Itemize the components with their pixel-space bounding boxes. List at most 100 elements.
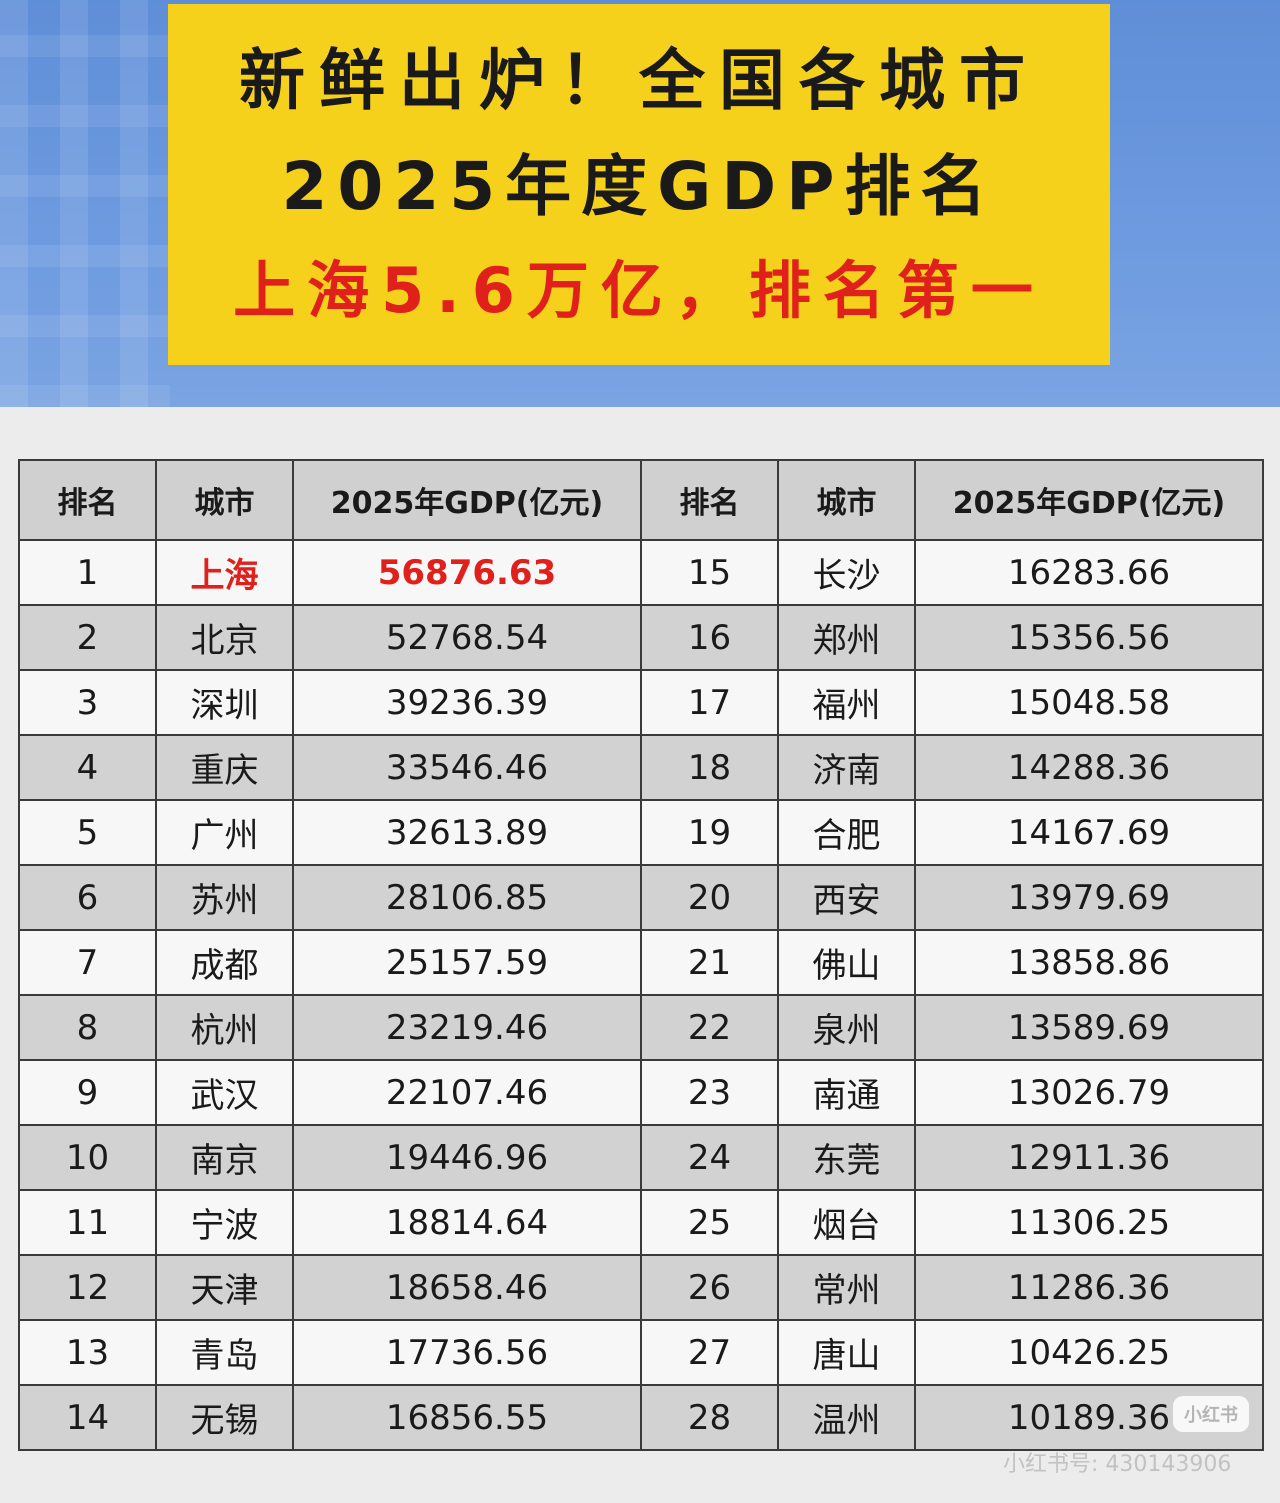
rank-cell: 24 xyxy=(640,1124,779,1191)
rank-cell: 11 xyxy=(18,1189,157,1256)
city-cell: 东莞 xyxy=(777,1124,916,1191)
rank-cell: 5 xyxy=(18,799,157,866)
headline-line-3: 上海5.6万亿，排名第一 xyxy=(233,253,1045,327)
rank-cell: 12 xyxy=(18,1254,157,1321)
table-row: 13 青岛 17736.56 27 唐山 10426.25 xyxy=(18,1319,1264,1386)
city-cell: 深圳 xyxy=(155,669,294,736)
gdp-cell: 19446.96 xyxy=(292,1124,642,1191)
rank-cell: 18 xyxy=(640,734,779,801)
city-cell: 杭州 xyxy=(155,994,294,1061)
table-row: 5 广州 32613.89 19 合肥 14167.69 xyxy=(18,799,1264,866)
city-cell: 无锡 xyxy=(155,1384,294,1451)
gdp-cell: 15048.58 xyxy=(914,669,1264,736)
rank-cell: 21 xyxy=(640,929,779,996)
city-cell: 广州 xyxy=(155,799,294,866)
table-row: 3 深圳 39236.39 17 福州 15048.58 xyxy=(18,669,1264,736)
rank-cell: 4 xyxy=(18,734,157,801)
table-row: 1 上海 56876.63 15 长沙 16283.66 xyxy=(18,539,1264,606)
city-cell: 重庆 xyxy=(155,734,294,801)
gdp-cell: 22107.46 xyxy=(292,1059,642,1126)
city-cell: 南京 xyxy=(155,1124,294,1191)
gdp-cell: 11286.36 xyxy=(914,1254,1264,1321)
city-cell: 温州 xyxy=(777,1384,916,1451)
city-cell: 常州 xyxy=(777,1254,916,1321)
rank-cell: 27 xyxy=(640,1319,779,1386)
rank-cell: 26 xyxy=(640,1254,779,1321)
gdp-cell: 32613.89 xyxy=(292,799,642,866)
gdp-cell: 13589.69 xyxy=(914,994,1264,1061)
city-cell: 郑州 xyxy=(777,604,916,671)
rank-cell: 16 xyxy=(640,604,779,671)
header-rank-2: 排名 xyxy=(640,459,779,541)
gdp-cell: 17736.56 xyxy=(292,1319,642,1386)
rank-cell: 3 xyxy=(18,669,157,736)
city-cell: 北京 xyxy=(155,604,294,671)
gdp-cell: 12911.36 xyxy=(914,1124,1264,1191)
city-cell: 南通 xyxy=(777,1059,916,1126)
rank-cell: 9 xyxy=(18,1059,157,1126)
city-cell: 济南 xyxy=(777,734,916,801)
gdp-cell: 13858.86 xyxy=(914,929,1264,996)
xiaohongshu-logo: 小红书 xyxy=(1173,1396,1249,1432)
rank-cell: 23 xyxy=(640,1059,779,1126)
table-row: 14 无锡 16856.55 28 温州 10189.36 xyxy=(18,1384,1264,1451)
gdp-cell: 13979.69 xyxy=(914,864,1264,931)
rank-cell: 13 xyxy=(18,1319,157,1386)
header-gdp: 2025年GDP(亿元) xyxy=(292,459,642,541)
rank-cell: 15 xyxy=(640,539,779,606)
rank-cell: 19 xyxy=(640,799,779,866)
city-cell: 青岛 xyxy=(155,1319,294,1386)
headline-line-1: 新鲜出炉！全国各城市 xyxy=(239,41,1039,119)
rank-cell: 22 xyxy=(640,994,779,1061)
rank-cell: 2 xyxy=(18,604,157,671)
rank-cell: 28 xyxy=(640,1384,779,1451)
gdp-cell: 25157.59 xyxy=(292,929,642,996)
city-cell: 武汉 xyxy=(155,1059,294,1126)
rank-cell: 7 xyxy=(18,929,157,996)
table-row: 6 苏州 28106.85 20 西安 13979.69 xyxy=(18,864,1264,931)
header-gdp-2: 2025年GDP(亿元) xyxy=(914,459,1264,541)
gdp-cell: 52768.54 xyxy=(292,604,642,671)
rank-cell: 20 xyxy=(640,864,779,931)
table-row: 12 天津 18658.46 26 常州 11286.36 xyxy=(18,1254,1264,1321)
gdp-cell: 56876.63 xyxy=(292,539,642,606)
table-header-row: 排名 城市 2025年GDP(亿元) 排名 城市 2025年GDP(亿元) xyxy=(18,459,1264,541)
watermark-account-id: 小红书号: 430143906 xyxy=(1003,1452,1232,1477)
city-cell: 佛山 xyxy=(777,929,916,996)
table-body: 1 上海 56876.63 15 长沙 16283.66 2 北京 52768.54 16 郑州 15… xyxy=(18,539,1264,1451)
header-city-2: 城市 xyxy=(777,459,916,541)
city-cell: 成都 xyxy=(155,929,294,996)
rank-cell: 6 xyxy=(18,864,157,931)
table-row: 4 重庆 33546.46 18 济南 14288.36 xyxy=(18,734,1264,801)
rank-cell: 10 xyxy=(18,1124,157,1191)
gdp-cell: 16856.55 xyxy=(292,1384,642,1451)
gdp-cell: 16283.66 xyxy=(914,539,1264,606)
city-cell: 西安 xyxy=(777,864,916,931)
city-cell: 天津 xyxy=(155,1254,294,1321)
gdp-cell: 10426.25 xyxy=(914,1319,1264,1386)
rank-cell: 17 xyxy=(640,669,779,736)
gdp-cell: 18814.64 xyxy=(292,1189,642,1256)
header-rank: 排名 xyxy=(18,459,157,541)
rank-cell: 25 xyxy=(640,1189,779,1256)
city-cell: 长沙 xyxy=(777,539,916,606)
city-cell: 苏州 xyxy=(155,864,294,931)
city-cell: 合肥 xyxy=(777,799,916,866)
gdp-cell: 18658.46 xyxy=(292,1254,642,1321)
city-cell: 宁波 xyxy=(155,1189,294,1256)
table-row: 9 武汉 22107.46 23 南通 13026.79 xyxy=(18,1059,1264,1126)
gdp-cell: 39236.39 xyxy=(292,669,642,736)
gdp-cell: 15356.56 xyxy=(914,604,1264,671)
city-cell: 烟台 xyxy=(777,1189,916,1256)
table-row: 10 南京 19446.96 24 东莞 12911.36 xyxy=(18,1124,1264,1191)
city-cell: 上海 xyxy=(155,539,294,606)
gdp-cell: 23219.46 xyxy=(292,994,642,1061)
gdp-cell: 14288.36 xyxy=(914,734,1264,801)
gdp-cell: 33546.46 xyxy=(292,734,642,801)
header-city: 城市 xyxy=(155,459,294,541)
banner-decoration xyxy=(0,0,170,407)
table-row: 2 北京 52768.54 16 郑州 15356.56 xyxy=(18,604,1264,671)
gdp-cell: 28106.85 xyxy=(292,864,642,931)
